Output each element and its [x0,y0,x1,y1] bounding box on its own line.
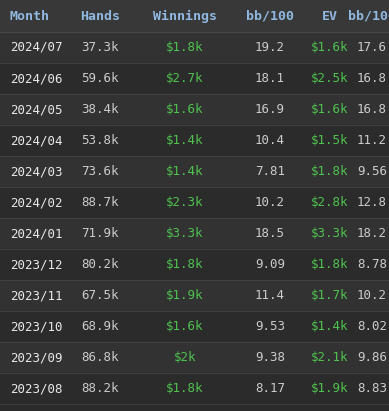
Text: bb/100: bb/100 [246,9,294,23]
Bar [0,373,389,404]
Text: 73.6k: 73.6k [81,165,119,178]
Text: $1.4k: $1.4k [166,165,204,178]
Text: $1.8k: $1.8k [311,165,349,178]
Text: $2.7k: $2.7k [166,72,204,85]
Text: Winnings: Winnings [153,9,217,23]
Text: 8.78: 8.78 [357,258,387,271]
Text: $2.1k: $2.1k [311,351,349,364]
Text: 7.81: 7.81 [255,165,285,178]
Text: $1.6k: $1.6k [166,103,204,116]
Text: 9.86: 9.86 [357,351,387,364]
Text: 2023/11: 2023/11 [10,289,63,302]
Text: 18.5: 18.5 [255,227,285,240]
Bar [0,0,389,32]
Text: $1.4k: $1.4k [311,320,349,333]
Text: 10.2: 10.2 [255,196,285,209]
Bar [0,249,389,280]
Text: 9.09: 9.09 [255,258,285,271]
Text: 2024/04: 2024/04 [10,134,63,147]
Bar [0,32,389,63]
Text: 18.1: 18.1 [255,72,285,85]
Text: 8.17: 8.17 [255,382,285,395]
Text: 2023/08: 2023/08 [10,382,63,395]
Text: 2024/07: 2024/07 [10,41,63,54]
Text: Hands: Hands [80,9,120,23]
Text: 11.2: 11.2 [357,134,387,147]
Text: $1.8k: $1.8k [166,41,204,54]
Text: 16.9: 16.9 [255,103,285,116]
Text: 80.2k: 80.2k [81,258,119,271]
Text: $3.3k: $3.3k [311,227,349,240]
Text: $1.9k: $1.9k [166,289,204,302]
Text: 88.2k: 88.2k [81,382,119,395]
Text: $1.6k: $1.6k [166,320,204,333]
Text: Month: Month [10,9,50,23]
Text: $2k: $2k [174,351,196,364]
Text: $1.8k: $1.8k [166,382,204,395]
Text: 53.8k: 53.8k [81,134,119,147]
Text: $1.6k: $1.6k [311,103,349,116]
Text: $2.8k: $2.8k [311,196,349,209]
Text: 8.83: 8.83 [357,382,387,395]
Text: $1.4k: $1.4k [166,134,204,147]
Bar [0,218,389,249]
Text: 2023/09: 2023/09 [10,351,63,364]
Text: 59.6k: 59.6k [81,72,119,85]
Text: 67.5k: 67.5k [81,289,119,302]
Text: 37.3k: 37.3k [81,41,119,54]
Text: 71.9k: 71.9k [81,227,119,240]
Bar [0,342,389,373]
Text: 16.8: 16.8 [357,72,387,85]
Text: 10.4: 10.4 [255,134,285,147]
Bar [0,156,389,187]
Text: $1.9k: $1.9k [311,382,349,395]
Text: 9.53: 9.53 [255,320,285,333]
Text: $1.5k: $1.5k [311,134,349,147]
Text: $1.8k: $1.8k [166,258,204,271]
Text: 16.8: 16.8 [357,103,387,116]
Text: 2024/03: 2024/03 [10,165,63,178]
Text: 2024/06: 2024/06 [10,72,63,85]
Text: $2.3k: $2.3k [166,196,204,209]
Text: 8.02: 8.02 [357,320,387,333]
Text: $3.3k: $3.3k [166,227,204,240]
Bar [0,311,389,342]
Text: $2.5k: $2.5k [311,72,349,85]
Text: 10.2: 10.2 [357,289,387,302]
Text: 9.38: 9.38 [255,351,285,364]
Text: 2024/05: 2024/05 [10,103,63,116]
Bar [0,187,389,218]
Bar [0,125,389,156]
Text: 2023/10: 2023/10 [10,320,63,333]
Bar [0,94,389,125]
Text: 2024/01: 2024/01 [10,227,63,240]
Text: 2024/02: 2024/02 [10,196,63,209]
Text: bb/100: bb/100 [348,9,389,23]
Text: 19.2: 19.2 [255,41,285,54]
Text: $1.8k: $1.8k [311,258,349,271]
Text: 38.4k: 38.4k [81,103,119,116]
Text: 88.7k: 88.7k [81,196,119,209]
Text: EV: EV [322,9,338,23]
Text: 68.9k: 68.9k [81,320,119,333]
Bar [0,280,389,311]
Text: 11.4: 11.4 [255,289,285,302]
Text: 18.2: 18.2 [357,227,387,240]
Text: $1.7k: $1.7k [311,289,349,302]
Text: $1.6k: $1.6k [311,41,349,54]
Text: 17.6: 17.6 [357,41,387,54]
Text: 2023/12: 2023/12 [10,258,63,271]
Text: 12.8: 12.8 [357,196,387,209]
Text: 9.56: 9.56 [357,165,387,178]
Text: 86.8k: 86.8k [81,351,119,364]
Bar [0,63,389,94]
